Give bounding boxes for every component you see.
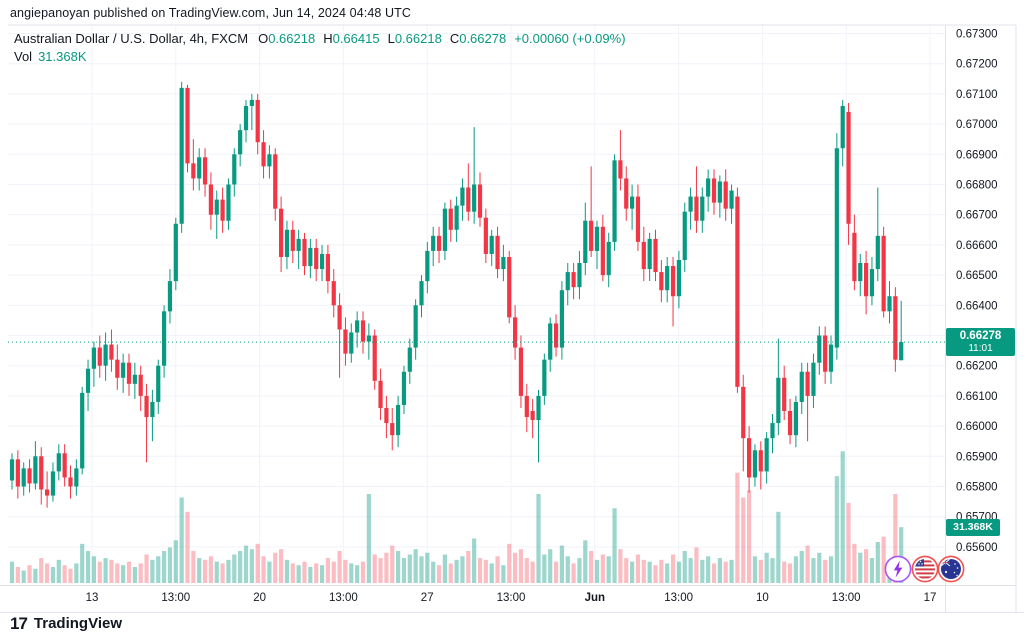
svg-text:0.66900: 0.66900	[956, 149, 998, 161]
change-value: +0.00060 (+0.09%)	[514, 31, 626, 46]
svg-text:0.66400: 0.66400	[956, 300, 998, 312]
svg-text:0.65800: 0.65800	[956, 482, 998, 494]
event-markers	[884, 555, 970, 585]
ohlc-open: O0.66218	[258, 31, 316, 46]
svg-text:17: 17	[924, 592, 937, 604]
ohlc-close: C0.66278	[449, 31, 507, 46]
lightning-icon[interactable]	[884, 555, 912, 583]
current-price-label: 0.66278 11:01	[946, 328, 1015, 357]
svg-text:0.65600: 0.65600	[956, 542, 998, 554]
current-price-time: 11:01	[968, 342, 993, 354]
ohlc-low: L0.66218	[387, 31, 442, 46]
svg-text:0.67300: 0.67300	[956, 29, 998, 41]
chart-frame	[0, 24, 1024, 613]
svg-text:13:00: 13:00	[329, 592, 358, 604]
volume-legend: Vol 31.368K	[14, 49, 87, 64]
svg-text:0.66500: 0.66500	[956, 270, 998, 282]
us-flag-icon[interactable]	[911, 555, 939, 583]
grid-lines: 0.67300 0.67200 0.67100 0.67000 0.66900 0.668…	[8, 25, 998, 604]
au-flag-icon[interactable]	[937, 555, 965, 583]
ohlc-high: H0.66415	[323, 31, 380, 46]
time-scale[interactable]	[0, 585, 945, 607]
svg-text:0.66100: 0.66100	[956, 391, 998, 403]
tradingview-wordmark: TradingView	[33, 615, 123, 632]
svg-text:27: 27	[421, 592, 434, 604]
svg-text:13:00: 13:00	[664, 592, 693, 604]
symbol-title[interactable]: Australian Dollar / U.S. Dollar, 4h, FXC…	[14, 31, 249, 46]
attribution-text: angiepanoyan published on TradingView.co…	[10, 6, 411, 20]
vol-label: Vol	[14, 49, 33, 64]
svg-text:0.66000: 0.66000	[956, 421, 998, 433]
chart-legend: Australian Dollar / U.S. Dollar, 4h, FXC…	[14, 31, 626, 46]
current-volume-label: 31.368K	[946, 518, 1000, 536]
svg-text:0.66700: 0.66700	[956, 210, 998, 222]
svg-text:0.66200: 0.66200	[956, 361, 998, 373]
svg-text:0.65900: 0.65900	[956, 451, 998, 463]
tradingview-logo[interactable]: 17 TradingView	[10, 615, 122, 632]
tradingview-mark-icon: 17	[10, 614, 28, 633]
svg-text:0.67000: 0.67000	[956, 119, 998, 131]
svg-text:0.66800: 0.66800	[956, 180, 998, 192]
candle-series	[9, 81, 904, 508]
volume-series	[9, 451, 904, 583]
svg-text:10: 10	[756, 592, 769, 604]
vol-value: 31.368K	[38, 49, 87, 64]
svg-text:13:00: 13:00	[832, 592, 861, 604]
svg-text:13:00: 13:00	[497, 592, 526, 604]
svg-text:20: 20	[253, 592, 266, 604]
svg-text:0.67200: 0.67200	[956, 59, 998, 71]
svg-text:Jun: Jun	[585, 592, 605, 604]
svg-text:0.66600: 0.66600	[956, 240, 998, 252]
svg-text:13: 13	[86, 592, 99, 604]
svg-text:0.67100: 0.67100	[956, 89, 998, 101]
svg-text:13:00: 13:00	[161, 592, 190, 604]
current-price-value: 0.66278	[959, 330, 1002, 343]
